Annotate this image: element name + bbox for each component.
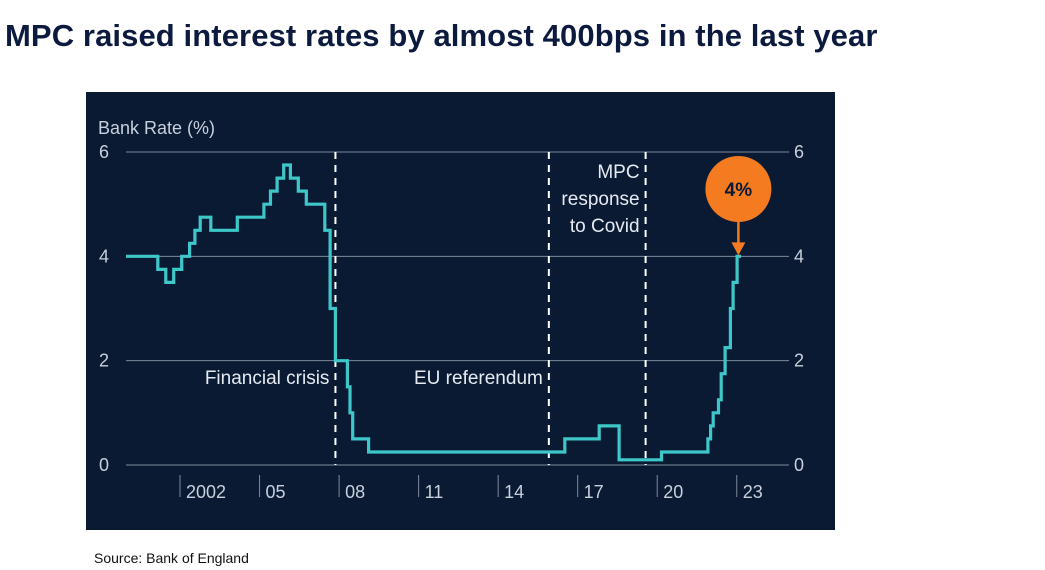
event-label: EU referendum [414,368,543,389]
y-axis-label: Bank Rate (%) [98,118,215,138]
axes: 0 0 2 2 4 4 6 6 Bank Rate (%) 2002 05 08 11 14 17 20 23 [98,118,804,502]
x-tick-label: 2002 [186,482,226,502]
source-note: Source: Bank of England [94,550,249,566]
event-label-line: MPC [597,162,639,183]
x-tick-label: 14 [504,482,524,502]
y-tick-label-left: 2 [99,351,109,371]
y-tick-label-right: 2 [794,351,804,371]
y-tick-label-left: 0 [99,455,109,475]
x-tick-label: 20 [663,482,683,502]
callout-bubble [705,156,772,222]
series-lines [126,163,741,462]
x-tick-label: 08 [345,482,365,502]
x-tick-label: 05 [266,482,286,502]
y-tick-label-right: 0 [794,455,804,475]
page-title: MPC raised interest rates by almost 400b… [5,18,878,53]
event-lines: Financial crisis EU referendum MPC response… [205,152,647,465]
chart-panel: Financial crisis EU referendum MPC response… [86,92,835,530]
gridlines [126,151,789,466]
callout-arrow-head [731,242,746,256]
bank-rate-chart: Financial crisis EU referendum MPC response… [98,118,804,502]
x-tick-label: 11 [425,482,444,502]
x-tick-label: 23 [743,482,763,502]
y-tick-label-left: 6 [99,142,109,162]
y-tick-label-right: 6 [794,142,804,162]
event-label-line: to Covid [570,216,640,237]
callout-label: 4% [725,180,753,201]
x-tick-label: 17 [584,482,604,502]
event-label: Financial crisis [205,368,330,389]
y-tick-label-right: 4 [794,246,804,266]
annotations: 4% [705,156,772,256]
event-label-line: response [561,189,639,210]
y-tick-label-left: 4 [99,246,109,266]
bank-rate-line [126,163,741,462]
